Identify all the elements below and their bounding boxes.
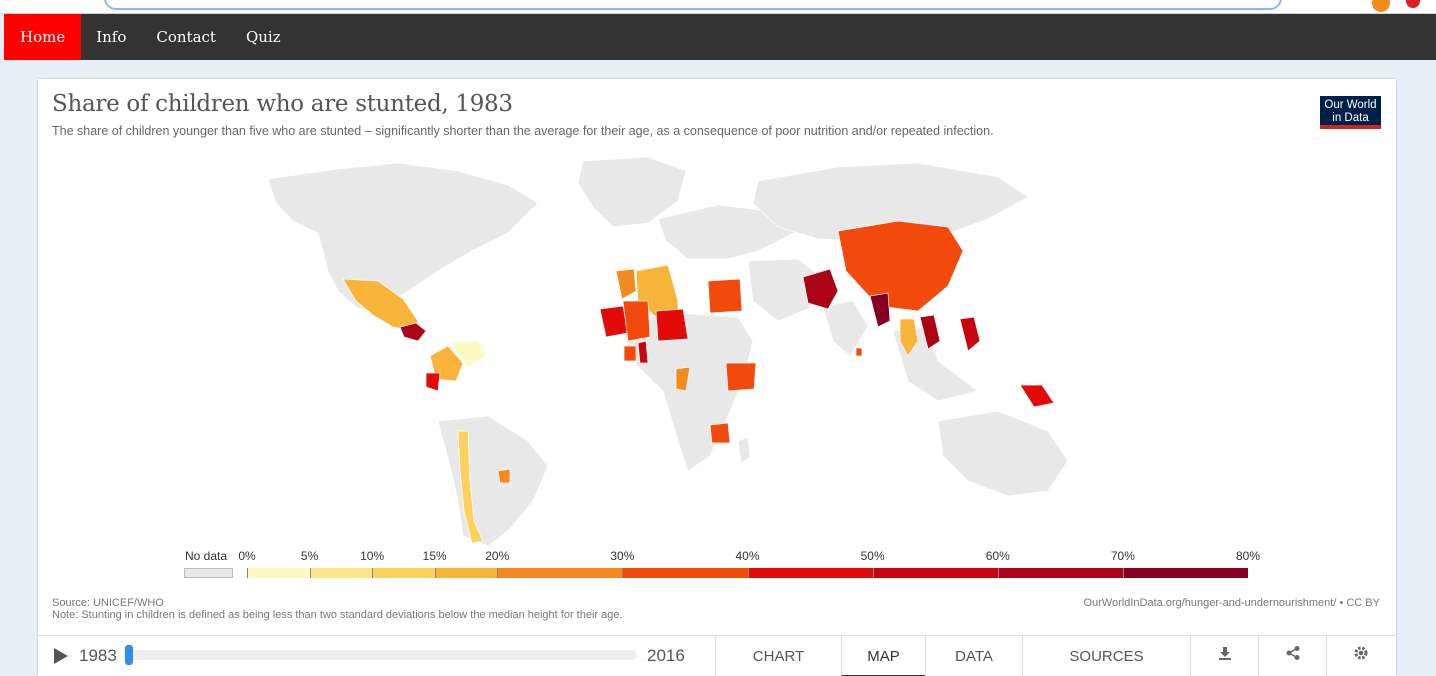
map-region-north-america[interactable]	[267, 162, 539, 310]
chart-title: Share of children who are stunted, 1983	[52, 91, 513, 117]
map-region-myanmar[interactable]	[869, 292, 891, 328]
address-bar[interactable]	[104, 0, 1282, 10]
map-region-australia[interactable]	[937, 410, 1069, 497]
map-region-togo[interactable]	[623, 345, 637, 362]
map-region-russia[interactable]	[752, 162, 1029, 242]
map-region-middle-east[interactable]	[747, 258, 829, 322]
chart-url[interactable]: OurWorldInData.org/hunger-and-undernouri…	[1083, 597, 1380, 609]
map-region-south-america[interactable]	[437, 415, 549, 547]
nav-info[interactable]: Info	[96, 28, 127, 46]
play-icon[interactable]	[54, 648, 68, 664]
legend-tick-label: 0%	[238, 549, 256, 563]
legend-no-data-swatch[interactable]	[184, 568, 233, 578]
browser-toolbar	[0, 0, 1436, 14]
share-icon[interactable]	[1258, 636, 1326, 676]
legend-bin[interactable]	[997, 568, 1123, 578]
legend-bin[interactable]	[309, 568, 373, 578]
download-icon[interactable]	[1190, 636, 1258, 676]
legend-tick-label: 80%	[1235, 549, 1261, 563]
legend-bin[interactable]	[372, 568, 435, 578]
world-map[interactable]	[38, 141, 1396, 551]
controls-bar: 1983 2016 CHART MAP DATA SOURCES	[38, 635, 1396, 676]
tab-data[interactable]: DATA	[925, 636, 1022, 676]
map-region-vietnam[interactable]	[919, 314, 941, 350]
map-region-philippines[interactable]	[959, 316, 981, 352]
map-region-egypt[interactable]	[707, 278, 743, 314]
legend-bin[interactable]	[247, 568, 310, 578]
owid-logo[interactable]: Our World in Data	[1320, 96, 1381, 129]
map-region-uruguay[interactable]	[497, 468, 511, 484]
map-region-ecuador[interactable]	[425, 372, 441, 392]
map-region-madagascar[interactable]	[737, 436, 751, 464]
legend-bin[interactable]	[622, 568, 748, 578]
map-region-chile[interactable]	[457, 430, 484, 544]
legend-tick-label: 20%	[485, 549, 510, 563]
map-region-congo[interactable]	[675, 366, 691, 392]
chart-subtitle: The share of children younger than five …	[52, 124, 994, 138]
timeline-handle[interactable]	[125, 645, 133, 665]
grapher-card: Share of children who are stunted, 1983 …	[38, 79, 1396, 676]
map-region-mali[interactable]	[622, 300, 651, 342]
tab-map[interactable]: MAP	[841, 636, 925, 676]
map-region-zimbabwe[interactable]	[709, 422, 731, 444]
nav-contact[interactable]: Contact	[156, 28, 216, 46]
note-text: Note: Stunting in children is defined as…	[52, 609, 623, 621]
map-region-guatemala[interactable]	[399, 322, 427, 342]
source-note: Source: UNICEF/WHO Note: Stunting in chi…	[52, 597, 623, 621]
legend-tick-label: 50%	[860, 549, 885, 563]
legend-bin[interactable]	[434, 568, 498, 578]
timeline-slider[interactable]	[126, 650, 637, 660]
map-region-papua-new-guinea[interactable]	[1019, 384, 1055, 408]
tab-chart[interactable]: CHART	[715, 636, 841, 676]
legend-tick-label: 70%	[1110, 549, 1135, 563]
timeline-end-year: 2016	[647, 646, 685, 665]
color-legend: No data 0% 5% 10% 15% 20% 30% 40% 50% 60% 70% 80%	[38, 549, 1396, 589]
extension-icon[interactable]	[1372, 0, 1390, 12]
map-region-china[interactable]	[837, 220, 964, 312]
map-region-india[interactable]	[822, 300, 869, 357]
map-region-pakistan[interactable]	[802, 268, 839, 310]
legend-tick-label: 10%	[360, 549, 385, 563]
source-text[interactable]: Source: UNICEF/WHO	[52, 597, 164, 609]
map-region-europe[interactable]	[657, 204, 799, 260]
profile-icon[interactable]	[1406, 0, 1420, 8]
map-region-mauritania[interactable]	[599, 305, 629, 338]
legend-bin[interactable]	[497, 568, 623, 578]
map-region-niger[interactable]	[655, 308, 689, 342]
settings-icon[interactable]	[1326, 636, 1394, 676]
map-region-sri-lanka[interactable]	[855, 347, 863, 357]
tab-sources[interactable]: SOURCES	[1022, 636, 1190, 676]
legend-tick-label: 40%	[735, 549, 760, 563]
map-region-morocco[interactable]	[615, 268, 637, 300]
site-nav: Home Info Contact Quiz	[4, 14, 1436, 60]
map-region-venezuela[interactable]	[449, 340, 487, 368]
legend-no-data-label: No data	[185, 549, 228, 563]
legend-tick-label: 5%	[300, 549, 319, 563]
logo-line-2: in Data	[1332, 112, 1369, 124]
timeline-start-year: 1983	[79, 646, 117, 665]
map-region-ghana[interactable]	[637, 340, 649, 364]
legend-tick-label: 15%	[422, 549, 447, 563]
map-region-kenya[interactable]	[725, 362, 757, 392]
legend-bin[interactable]	[747, 568, 873, 578]
map-region-greenland[interactable]	[577, 156, 687, 228]
map-region-thailand[interactable]	[899, 318, 919, 357]
legend-bin[interactable]	[872, 568, 998, 578]
legend-bin[interactable]	[1122, 568, 1248, 578]
legend-tick-label: 30%	[610, 549, 635, 563]
nav-quiz[interactable]: Quiz	[245, 28, 281, 46]
logo-line-1: Our World	[1324, 99, 1377, 111]
nav-home[interactable]: Home	[4, 14, 82, 60]
legend-tick-label: 60%	[985, 549, 1010, 563]
